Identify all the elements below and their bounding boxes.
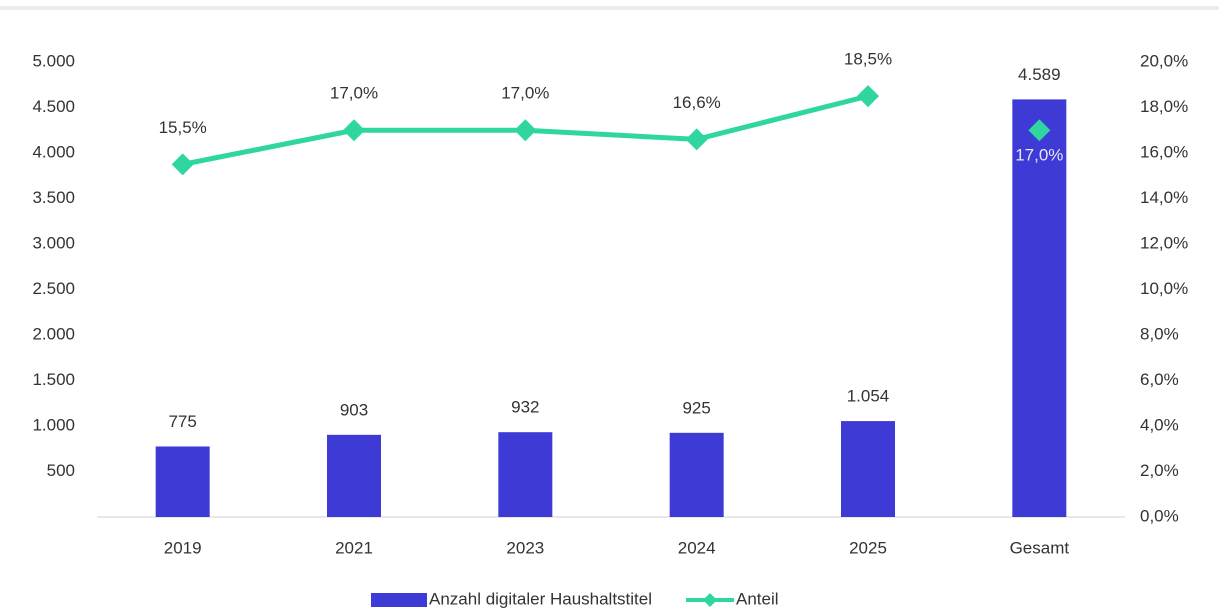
y-tick-label: 2.000 [32, 324, 75, 343]
line-marker [685, 128, 708, 151]
x-tick-label: 2025 [849, 538, 887, 557]
line-value-label: 15,5% [159, 118, 207, 137]
top-border [0, 6, 1219, 10]
y2-tick-label: 10,0% [1140, 279, 1188, 298]
y-tick-label: 2.500 [32, 279, 75, 298]
bar-value-label: 932 [511, 398, 539, 417]
y2-tick-label: 0,0% [1140, 506, 1179, 525]
x-tick-label: 2024 [678, 538, 716, 557]
bar-value-label: 4.589 [1018, 65, 1061, 84]
line-value-label: 16,6% [673, 93, 721, 112]
y-tick-label: 4.000 [32, 142, 75, 161]
y2-tick-label: 6,0% [1140, 370, 1179, 389]
line-marker [857, 85, 879, 108]
bar [669, 432, 724, 517]
legend-swatch [371, 593, 427, 607]
bar-value-label: 925 [682, 398, 710, 417]
line-marker [171, 153, 194, 176]
legend-label: Anzahl digitaler Haushaltstitel [429, 589, 652, 608]
legend-label: Anteil [736, 589, 779, 608]
y2-tick-label: 2,0% [1140, 461, 1179, 480]
y-tick-label: 4.500 [32, 97, 75, 116]
x-tick-label: Gesamt [1010, 538, 1070, 557]
y2-tick-label: 14,0% [1140, 188, 1188, 207]
y-tick-label: 1.000 [32, 415, 75, 434]
line-value-label: 17,0% [1015, 146, 1063, 165]
x-tick-label: 2019 [164, 538, 202, 557]
line-value-label: 17,0% [330, 84, 378, 103]
y2-tick-label: 8,0% [1140, 324, 1179, 343]
y2-tick-label: 20,0% [1140, 51, 1188, 70]
bar [498, 432, 553, 517]
y-tick-label: 1.500 [32, 370, 75, 389]
y2-tick-label: 12,0% [1140, 233, 1188, 252]
y-tick-label: 3.500 [32, 188, 75, 207]
bar [155, 446, 210, 517]
bar [327, 434, 381, 517]
line-marker [343, 119, 365, 142]
line-marker [1028, 119, 1051, 142]
y2-tick-label: 16,0% [1140, 142, 1188, 161]
y2-tick-label: 18,0% [1140, 97, 1188, 116]
bar-value-label: 1.054 [847, 387, 890, 406]
line-value-label: 17,0% [501, 84, 549, 103]
line-marker [514, 119, 537, 142]
y-tick-label: 500 [47, 461, 75, 480]
bar-value-label: 775 [168, 412, 196, 431]
line-value-label: 18,5% [844, 50, 892, 69]
x-tick-label: 2023 [506, 538, 544, 557]
bar [841, 421, 895, 517]
y-tick-label: 5.000 [32, 51, 75, 70]
bar [1012, 99, 1067, 517]
legend-marker [703, 593, 718, 607]
bar-value-label: 903 [340, 400, 368, 419]
y2-tick-label: 4,0% [1140, 415, 1179, 434]
y-tick-label: 3.000 [32, 233, 75, 252]
x-tick-label: 2021 [335, 538, 373, 557]
